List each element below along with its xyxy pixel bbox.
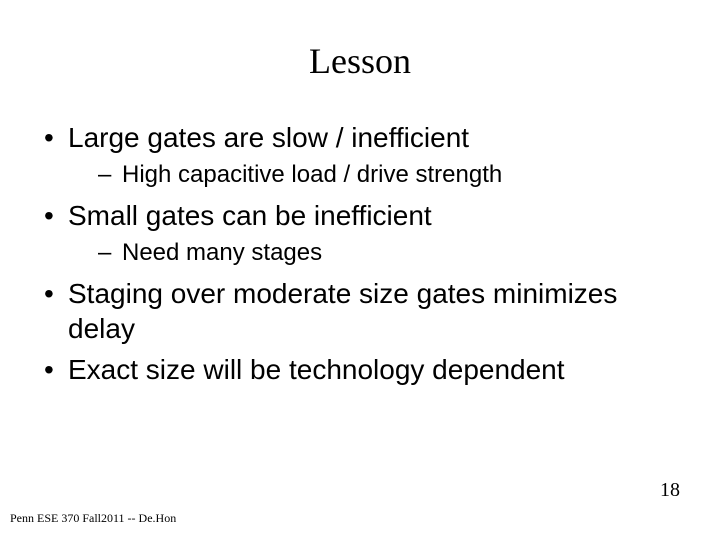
bullet-list: Large gates are slow / inefficient High … (40, 120, 680, 387)
bullet-text: Small gates can be inefficient (68, 200, 432, 231)
bullet-item: Staging over moderate size gates minimiz… (40, 276, 680, 346)
bullet-item: Exact size will be technology dependent (40, 352, 680, 387)
slide-title: Lesson (40, 40, 680, 82)
page-number: 18 (660, 479, 680, 502)
bullet-text: Exact size will be technology dependent (68, 354, 565, 385)
bullet-text: Staging over moderate size gates minimiz… (68, 278, 617, 344)
sub-bullet-list: Need many stages (68, 237, 680, 268)
bullet-item: Small gates can be inefficient Need many… (40, 198, 680, 268)
sub-bullet-item: Need many stages (68, 237, 680, 268)
bullet-item: Large gates are slow / inefficient High … (40, 120, 680, 190)
slide: Lesson Large gates are slow / inefficien… (0, 0, 720, 540)
slide-footer: Penn ESE 370 Fall2011 -- De.Hon (10, 511, 176, 526)
sub-bullet-item: High capacitive load / drive strength (68, 159, 680, 190)
sub-bullet-list: High capacitive load / drive strength (68, 159, 680, 190)
bullet-text: Large gates are slow / inefficient (68, 122, 469, 153)
